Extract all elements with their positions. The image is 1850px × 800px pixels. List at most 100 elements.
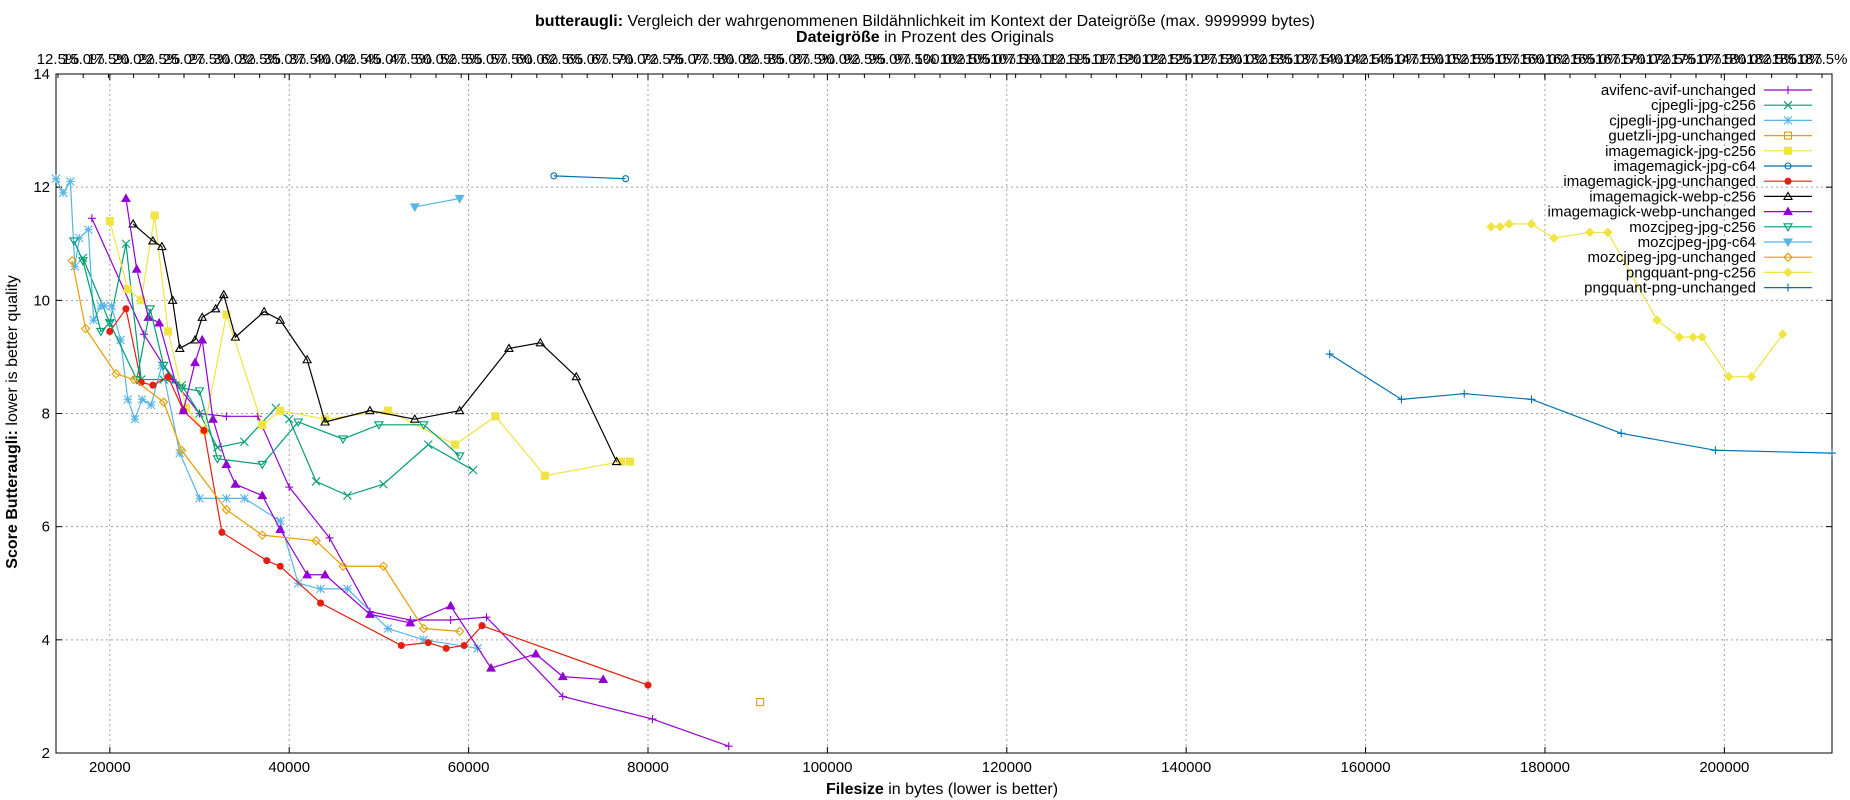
data-point: [275, 315, 286, 324]
data-point: [1828, 449, 1836, 458]
data-point: [123, 394, 133, 404]
legend-entry: pngquant-png-unchanged: [1584, 280, 1812, 297]
series-line: [73, 240, 461, 466]
x2-tick-label: 175.0%: [1671, 51, 1722, 68]
data-point: [454, 452, 465, 462]
series-line: [109, 307, 649, 686]
x2-tick-label: 65.0%: [566, 51, 609, 68]
y-tick-label: 4: [42, 632, 50, 649]
data-point: [51, 174, 61, 184]
legend-marker: [1783, 116, 1793, 125]
x2-tick-label: 140.0%: [1318, 51, 1369, 68]
x2-tick-label: 187.5%: [1797, 51, 1848, 68]
data-point: [197, 312, 208, 321]
data-point: [218, 289, 229, 299]
data-point: [210, 303, 221, 313]
series-line: [91, 218, 729, 747]
data-point: [622, 175, 630, 183]
data-point: [111, 369, 121, 379]
legend-label: imagemagick-jpg-c256: [1605, 143, 1756, 160]
legend-marker: [1783, 146, 1793, 155]
data-point: [1746, 371, 1757, 382]
legend-entry: cjpegli-jpg-c256: [1651, 97, 1812, 114]
x2-tick-label: 60.0%: [516, 51, 559, 68]
data-point: [1688, 332, 1698, 342]
x-tick-label: 40000: [268, 759, 310, 776]
x2-tick-label: 160.0%: [1519, 51, 1570, 68]
data-point: [195, 409, 204, 418]
legend-label: imagemagick-webp-c256: [1589, 188, 1756, 205]
x2-tick-label: 157.5%: [1494, 51, 1545, 68]
x2-tick-label: 17.5%: [87, 51, 130, 68]
x2-tick-label: 180.0%: [1721, 51, 1772, 68]
series-line: [414, 197, 460, 208]
x2-tick-label: 20.0%: [112, 51, 155, 68]
x2-tick-label: 25.0%: [163, 51, 206, 68]
data-point: [557, 671, 568, 681]
x2-tick-label: 57.5%: [490, 51, 533, 68]
data-point: [468, 465, 478, 475]
data-point: [95, 327, 106, 337]
data-point: [146, 400, 156, 410]
x2-tick-label: 67.5%: [591, 51, 634, 68]
data-point: [1397, 395, 1406, 404]
x2-tick-label: 80.0%: [717, 51, 760, 68]
x2-tick-label: 45.0%: [364, 51, 407, 68]
data-point: [302, 354, 313, 364]
series-pngquant-png-unchanged: [1325, 350, 1836, 458]
data-point: [121, 193, 131, 203]
x2-tick-label: 62.5%: [541, 51, 584, 68]
data-point: [67, 255, 77, 266]
data-point: [1711, 446, 1720, 455]
data-point: [409, 203, 420, 213]
x2-tick-label: 87.5%: [793, 51, 836, 68]
legend-marker: [1783, 238, 1793, 248]
legend-marker: [1783, 267, 1793, 278]
x2-tick-label: 137.5%: [1293, 51, 1344, 68]
data-point: [442, 644, 450, 652]
x2-tick-label: 135.0%: [1267, 51, 1318, 68]
series-imagemagick-jpg-c64: [550, 172, 630, 183]
data-point: [378, 561, 389, 572]
x-axis-label: Filesize in bytes (lower is better): [826, 781, 1058, 798]
x2-tick-label: 152.5%: [1444, 51, 1495, 68]
data-point: [87, 214, 96, 223]
data-point: [164, 373, 172, 381]
x2-tick-label: 55.0%: [465, 51, 508, 68]
data-point: [83, 225, 93, 234]
data-point: [275, 516, 285, 526]
x2-tick-label: 162.5%: [1545, 51, 1596, 68]
x2-tick-label: 12.5%: [37, 51, 80, 68]
x2-tick-label: 107.5%: [990, 51, 1041, 68]
data-point: [1652, 315, 1662, 325]
data-point: [100, 301, 109, 311]
y-tick-label: 10: [33, 292, 50, 309]
data-point: [154, 317, 165, 327]
x2-tick-label: 30.0%: [213, 51, 256, 68]
legend-marker: [1783, 131, 1793, 140]
data-point: [478, 622, 486, 630]
x2-tick-label: 47.5%: [390, 51, 433, 68]
data-point: [311, 536, 321, 546]
data-point: [123, 284, 132, 294]
data-point: [276, 406, 285, 415]
data-point: [174, 343, 185, 352]
x2-tick-label: 167.5%: [1595, 51, 1646, 68]
legend-entry: pngquant-png-c256: [1626, 264, 1812, 281]
legend-marker: [1783, 191, 1793, 200]
data-point: [1697, 332, 1707, 342]
legend-entry: cjpegli-jpg-unchanged: [1609, 112, 1812, 129]
data-point: [158, 397, 169, 407]
series-pngquant-png-c256: [1486, 219, 1788, 382]
data-point: [379, 479, 388, 489]
x2-tick-label: 165.0%: [1570, 51, 1621, 68]
data-point: [194, 387, 205, 396]
legend-marker: [1784, 162, 1792, 170]
data-point: [1602, 227, 1613, 238]
data-point: [1460, 389, 1469, 398]
data-point: [105, 217, 114, 226]
data-point: [130, 414, 140, 424]
data-point: [222, 412, 231, 421]
data-point: [343, 491, 352, 500]
data-point: [293, 418, 304, 428]
